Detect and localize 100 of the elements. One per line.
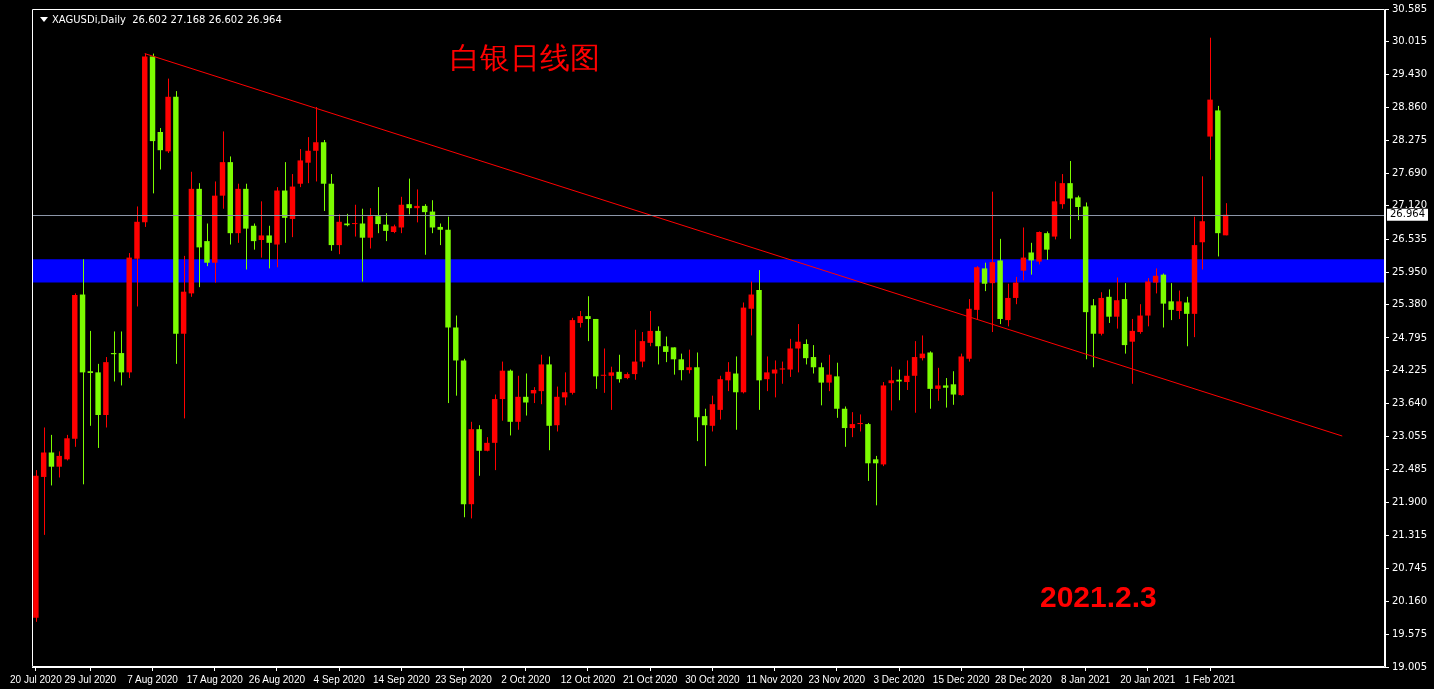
candlestick (709, 395, 716, 432)
candlestick (367, 207, 373, 250)
candlestick (663, 336, 669, 363)
candlestick (787, 338, 793, 378)
candlestick (1129, 318, 1136, 385)
candlestick (1106, 288, 1112, 324)
candlestick (647, 310, 653, 347)
candlestick (48, 434, 55, 486)
candlestick (701, 408, 708, 467)
candlestick (351, 204, 358, 238)
candlestick (981, 262, 988, 292)
candlestick (1044, 230, 1050, 261)
y-tick-label: 28.860 (1392, 100, 1428, 112)
candlestick (375, 186, 381, 234)
candlestick (476, 424, 482, 477)
text: XAGUSDi,Daily 26.602 27.168 26.602 26.964 (52, 14, 282, 25)
candlestick (297, 148, 303, 188)
candlestick (818, 362, 824, 406)
candlestick (157, 127, 164, 171)
text: 白银日线图 (450, 40, 600, 76)
x-tick-label: 23 Sep 2020 (435, 673, 493, 685)
candlestick (359, 208, 366, 282)
candlestick (888, 366, 894, 411)
x-tick-label: 20 Jul 2020 (10, 673, 63, 685)
candlestick (313, 106, 319, 182)
candlestick (1059, 173, 1066, 210)
candlestick (204, 223, 210, 267)
candlestick (989, 191, 996, 333)
x-tick-label: 1 Feb 2021 (1184, 673, 1236, 685)
y-tick-label: 27.120 (1392, 199, 1428, 211)
x-tick-label: 26 Aug 2020 (248, 673, 306, 685)
y-tick-label: 22.485 (1392, 462, 1428, 474)
candlestick (406, 178, 412, 215)
candlestick (1075, 195, 1081, 221)
x-tick-label: 2 Oct 2020 (501, 673, 551, 685)
x-tick-label: 20 Jan 2021 (1120, 673, 1176, 685)
candlestick (802, 338, 809, 365)
candlestick (1168, 282, 1174, 321)
x-tick-label: 11 Nov 2020 (746, 673, 804, 685)
x-tick-label: 28 Dec 2020 (995, 673, 1053, 685)
candlestick (911, 340, 918, 414)
candlestick (950, 370, 957, 406)
y-tick-label: 23.640 (1392, 397, 1428, 409)
candlestick (600, 348, 607, 394)
y-tick-label: 25.950 (1392, 265, 1428, 277)
candlestick (942, 377, 949, 409)
y-tick-label: 30.585 (1392, 2, 1428, 14)
candlestick (258, 200, 265, 259)
candlestick (1176, 290, 1182, 320)
candlestick (64, 434, 70, 461)
candlestick (678, 353, 685, 381)
candlestick (857, 413, 863, 432)
candlestick (56, 450, 62, 478)
candlestick (118, 330, 125, 386)
candlestick (1184, 296, 1190, 347)
candlestick (849, 411, 856, 438)
candlestick (872, 455, 879, 506)
candlestick (826, 354, 832, 392)
x-tick-label: 17 Aug 2020 (186, 673, 244, 685)
candlestick (305, 136, 311, 184)
candlestick (383, 212, 389, 242)
candlestick (437, 223, 443, 246)
x-tick-label: 4 Sep 2020 (313, 673, 366, 685)
y-tick-label: 20.160 (1392, 594, 1428, 606)
candlestick (1152, 267, 1159, 294)
candlestick (935, 367, 941, 402)
annotation: 2021.2.3 (1040, 580, 1157, 614)
candlestick (686, 349, 692, 375)
ref-line-label: 26.964 (1390, 208, 1426, 220)
candlestick (608, 366, 615, 411)
candlestick (585, 295, 591, 342)
candlestick (748, 280, 754, 336)
x-tick-label: 30 Oct 2020 (685, 673, 741, 685)
candlestick (795, 323, 801, 373)
candlestick (639, 331, 646, 368)
candlestick (1005, 283, 1011, 327)
y-tick-label: 24.225 (1392, 363, 1428, 375)
x-tick-label: 8 Jan 2021 (1060, 673, 1111, 685)
x-tick-label: 3 Dec 2020 (873, 673, 926, 685)
candlestick (1028, 242, 1034, 276)
y-tick-label: 21.900 (1392, 496, 1428, 508)
candlestick (266, 225, 272, 269)
y-tick-label: 25.380 (1392, 298, 1428, 310)
x-tick-label: 7 Aug 2020 (127, 673, 179, 685)
x-tick-label: 23 Nov 2020 (808, 673, 866, 685)
y-tick-label: 19.575 (1392, 628, 1428, 640)
y-tick-label: 28.275 (1392, 133, 1428, 145)
candlestick (904, 359, 910, 391)
y-tick-label: 30.015 (1392, 34, 1428, 46)
candlestick (414, 188, 420, 223)
candlestick (1199, 175, 1205, 271)
y-tick-label: 23.055 (1392, 430, 1428, 442)
candlestick (1067, 160, 1073, 240)
candlestick (1114, 276, 1120, 330)
candlestick (670, 346, 677, 376)
candlestick (725, 361, 731, 392)
y-tick-label: 20.745 (1392, 561, 1428, 573)
x-tick-label: 21 Oct 2020 (622, 673, 678, 685)
x-tick-label: 29 Jul 2020 (64, 673, 117, 685)
x-tick-label: 12 Oct 2020 (560, 673, 616, 685)
